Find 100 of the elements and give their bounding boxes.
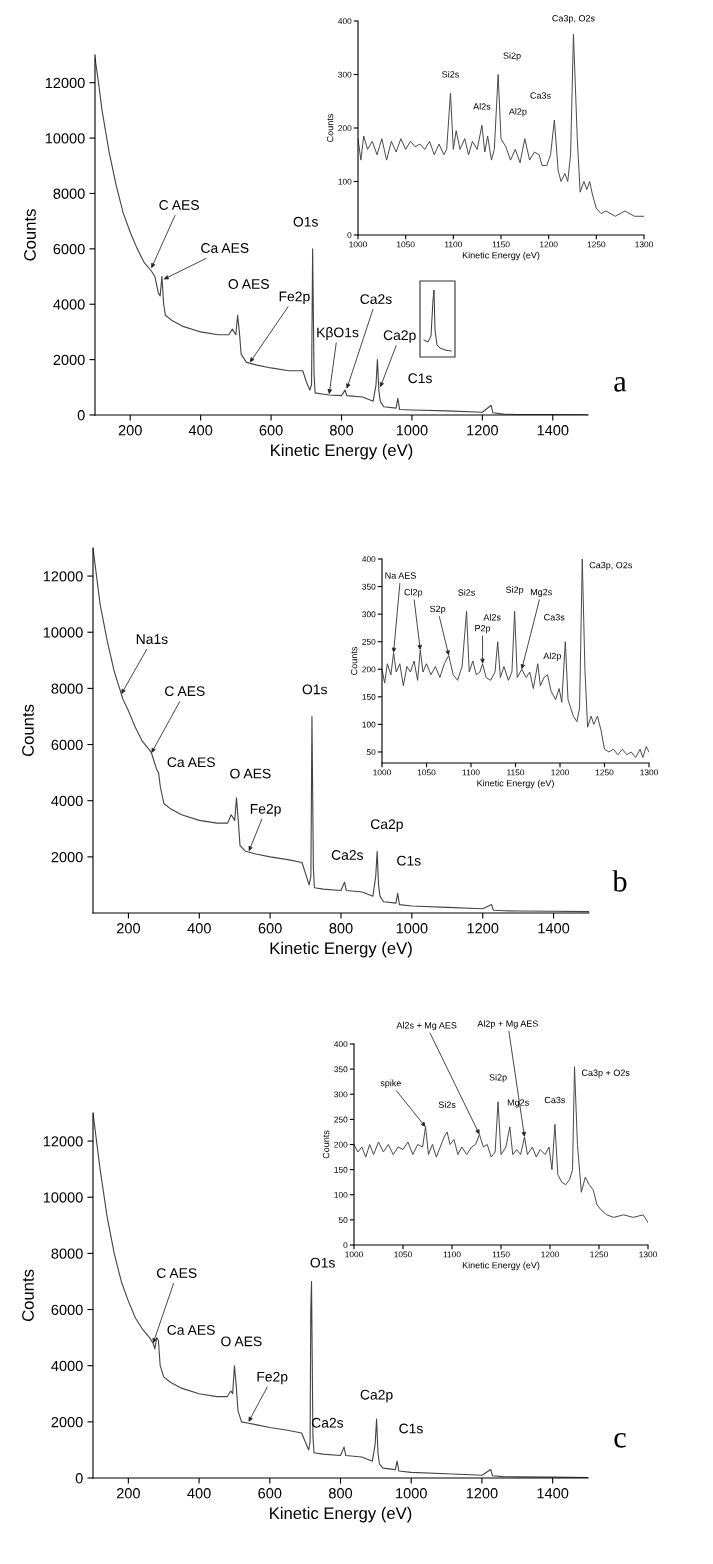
y-tick-label: 10000 [43,1192,83,1203]
y-axis-title: Counts [22,704,34,757]
y-axis-title: Counts [22,1269,34,1322]
x-tick-label: 1100 [445,241,462,248]
y-tick-label: 8000 [51,1248,83,1259]
y-tick-label: 6000 [51,1304,83,1315]
annotation: C AES [165,686,205,697]
annotation: Si2s [458,589,476,596]
y-tick-label: 400 [362,556,376,563]
x-tick-label: 1200 [551,769,569,776]
annotation: Al2p [508,108,527,117]
y-tick-label: 350 [334,1066,348,1073]
annotation: KβO1s [317,327,359,341]
annotation: C1s [397,855,421,866]
y-tick-label: 4000 [51,1360,83,1372]
x-axis-title: Kinetic Energy (eV) [462,1261,540,1271]
x-tick-label: 1000 [396,1488,427,1499]
x-tick-label: 1150 [507,769,525,776]
annotation: Ca2p [370,819,403,832]
annotation: O AES [230,768,271,779]
y-tick-label: 6000 [53,243,85,255]
x-axis-title: Kinetic Energy (eV) [462,251,540,261]
annotation: Ca3s [530,92,551,99]
y-tick-label: 150 [362,694,376,700]
y-tick-label: 400 [338,18,352,25]
annotation: Al2s [483,613,501,621]
annotation: Si2p [505,586,524,595]
y-tick-label: 300 [334,1091,348,1098]
x-tick-label: 1200 [467,923,499,934]
annotation: P2p [475,625,491,634]
annotation: Ca3p + O2s [581,1069,630,1078]
annotation: O1s [302,684,327,695]
y-tick-label: 6000 [51,739,83,750]
annotation: O1s [310,1257,335,1268]
annotation: Mg2s [507,1099,529,1108]
y-tick-label: 0 [343,1242,348,1249]
y-tick-label: 10000 [45,133,85,144]
x-tick-label: 1300 [639,1251,657,1258]
annotation: Na1s [136,634,168,645]
x-tick-label: 1050 [394,1251,412,1258]
annotation: Na AES [385,572,416,579]
annotation: Ca2p [383,330,416,343]
annotation: O1s [293,216,318,227]
x-tick-label: 1100 [443,1251,461,1258]
annotation: C1s [408,373,432,384]
x-tick-label: 400 [188,425,213,436]
annotation: O AES [228,279,269,289]
x-tick-label: 1150 [492,1251,510,1258]
x-tick-label: 1200 [466,1488,498,1499]
x-tick-label: 600 [259,425,283,436]
y-tick-label: 8000 [51,683,83,694]
annotation: Al2p [543,652,561,661]
annotation: Si2p [489,1073,507,1083]
x-tick-label: 200 [116,1488,140,1499]
x-tick-label: 600 [258,923,282,934]
x-tick-label: 200 [118,425,142,436]
y-tick-label: 350 [362,583,376,590]
y-tick-label: 2000 [51,851,83,863]
x-tick-label: 1000 [373,769,391,776]
annotation: spike [380,1079,401,1089]
x-tick-label: 1050 [397,241,415,248]
y-tick-label: 12000 [45,77,85,89]
y-tick-label: 400 [334,1041,348,1048]
annotation: Ca AES [167,1325,215,1335]
annotation: Al2s [473,103,491,110]
y-axis-title: Counts [350,647,358,675]
annotation: Mg2s [530,588,552,598]
y-tick-label: 250 [362,638,376,645]
x-tick-label: 800 [328,1488,353,1499]
text: b [612,870,627,892]
x-tick-label: 1400 [538,923,570,934]
annotation: Fe2p [257,1371,288,1385]
x-tick-label: 1300 [640,769,658,776]
y-tick-label: 0 [77,410,85,421]
annotation: C AES [159,200,199,210]
x-tick-label: 800 [329,425,354,436]
y-tick-label: 300 [362,611,376,618]
y-tick-label: 50 [366,749,376,756]
x-tick-label: 1000 [396,425,428,436]
y-axis-title: Counts [24,209,36,261]
y-tick-label: 12000 [43,571,83,582]
annotation: Ca3p, O2s [589,561,633,571]
annotation: Si2s [438,1101,456,1108]
annotation: Ca2p [360,1389,393,1403]
annotation: Ca3p, O2s [552,15,595,24]
y-axis-title: Counts [326,114,334,142]
y-tick-label: 4000 [51,795,83,807]
x-tick-label: 1100 [462,769,480,776]
annotation: Al2s + Mg AES [396,1021,457,1031]
x-tick-label: 1300 [635,241,653,248]
y-tick-label: 12000 [43,1136,83,1147]
y-tick-label: 10000 [43,627,83,638]
line-series [382,559,649,758]
x-tick-label: 1000 [345,1251,363,1258]
annotation: C1s [399,1423,423,1434]
annotation: Ca AES [201,243,249,253]
line-series [354,1066,648,1223]
annotation: C AES [156,1268,197,1278]
x-tick-label: 1400 [537,1488,569,1499]
x-tick-label: 600 [258,1488,282,1499]
